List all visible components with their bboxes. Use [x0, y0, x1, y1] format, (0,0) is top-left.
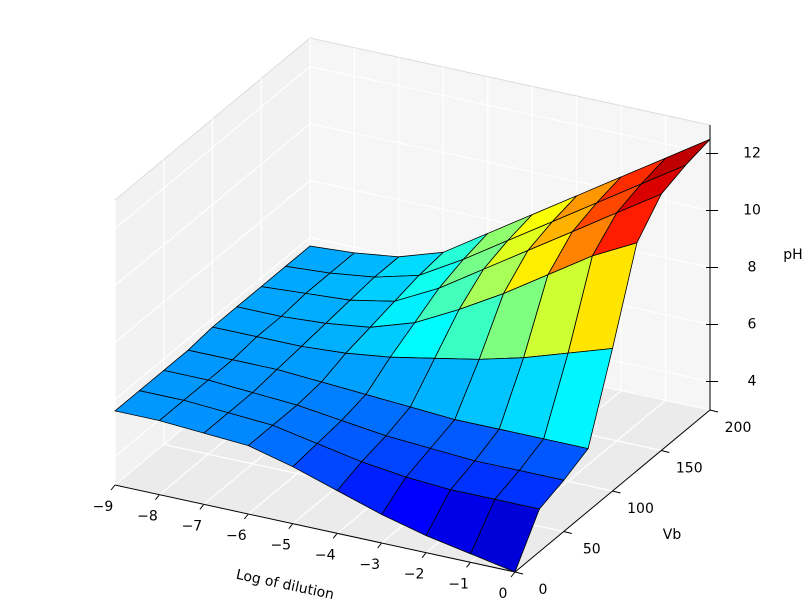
x-tick-label: −9: [93, 499, 114, 515]
z-tick-label: 12: [743, 146, 761, 162]
tick-mark: [514, 571, 524, 575]
x-tick-label: 0: [499, 586, 508, 602]
y-axis-label: Vb: [663, 527, 682, 543]
z-tick-label: 6: [748, 317, 757, 333]
grid-line: [309, 65, 711, 155]
z-tick-label: 10: [743, 203, 761, 219]
y-tick-label: 50: [583, 542, 601, 558]
y-tick-label: 100: [627, 501, 654, 517]
y-tick-label: 200: [725, 420, 752, 436]
tick-mark: [377, 542, 383, 549]
grid-line: [114, 66, 311, 229]
x-tick-label: −2: [404, 567, 425, 583]
tick-mark: [466, 562, 471, 568]
tick-mark: [199, 504, 205, 510]
x-axis-label: Log of dilution: [235, 567, 336, 603]
x-tick-label: −7: [182, 518, 203, 534]
x-tick-label: −5: [270, 538, 291, 554]
tick-mark: [110, 484, 116, 491]
tick-mark: [661, 450, 670, 453]
tick-mark: [563, 531, 572, 534]
grid-line: [114, 180, 311, 343]
surface-cell: [470, 498, 540, 573]
x-tick-label: −4: [315, 547, 336, 563]
grid-line: [114, 123, 311, 286]
tick-mark: [510, 571, 516, 578]
y-axis: [514, 409, 711, 573]
z-tick-label: 4: [748, 374, 757, 390]
x-tick-label: −3: [359, 557, 380, 573]
x-tick-label: −6: [226, 528, 247, 544]
y-tick-label: 0: [539, 582, 548, 598]
grid-line: [114, 237, 311, 400]
tick-mark: [332, 533, 338, 539]
tick-mark: [709, 409, 719, 413]
tick-mark: [421, 552, 427, 558]
tick-mark: [288, 523, 294, 529]
x-tick-label: −8: [137, 509, 158, 525]
z-axis-label: pH: [783, 247, 802, 263]
z-tick-label: 8: [748, 260, 757, 276]
tick-mark: [243, 513, 249, 520]
tick-mark: [612, 490, 621, 494]
tick-mark: [155, 494, 160, 500]
x-tick-label: −1: [448, 576, 469, 592]
y-tick-label: 150: [676, 461, 703, 477]
x-axis: [114, 484, 516, 573]
